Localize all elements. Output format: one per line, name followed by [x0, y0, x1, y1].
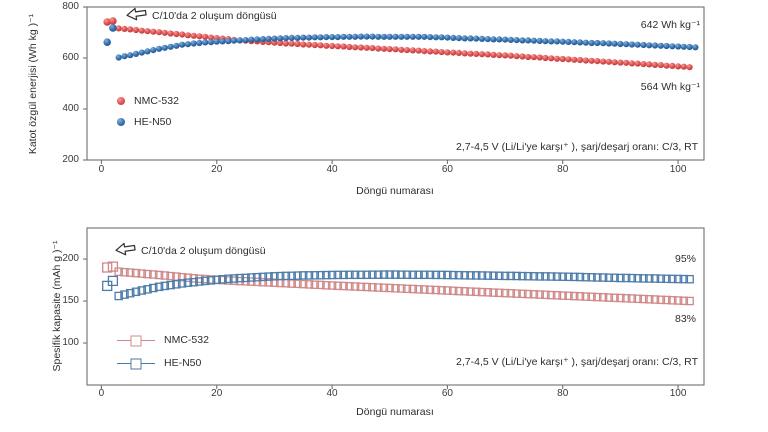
energy-y-axis-label: Katot özgül enerjisi (Wh kg )⁻¹	[27, 13, 39, 155]
energy-legend-item-he-n50: HE-N50	[117, 116, 171, 128]
he-n50-square-marker-icon	[117, 358, 155, 369]
energy-end-value-nmc-532: 564 Wh kg⁻¹	[640, 81, 700, 93]
energy-y-tick-label: 600	[62, 52, 79, 63]
capacity-retention-nmc-532: 83%	[674, 313, 696, 325]
capacity-x-tick-label: 0	[98, 388, 105, 399]
energy-plot-box	[86, 6, 705, 161]
capacity-y-tick-label: 150	[62, 295, 79, 307]
capacity-formation-annotation: C/10'da 2 oluşum döngüsü	[115, 242, 266, 259]
energy-y-tick-label: 200	[62, 154, 79, 165]
energy-conditions-annotation: 2,7-4,5 V (Li/Li'ye karşı⁺ ), şarj/deşar…	[456, 141, 698, 153]
energy-series-nmc-532	[103, 17, 693, 71]
energy-formation-text: C/10'da 2 oluşum döngüsü	[152, 9, 277, 22]
capacity-retention-he-n50: 95%	[674, 253, 696, 265]
energy-end-value-he-n50: 642 Wh kg⁻¹	[640, 19, 700, 31]
nmc-532-circle-marker-icon	[117, 97, 125, 105]
capacity-x-tick-label: 20	[211, 388, 223, 399]
capacity-conditions-annotation: 2,7-4,5 V (Li/Li'ye karşı⁺ ), şarj/deşar…	[456, 356, 698, 368]
energy-x-tick-label: 100	[669, 164, 687, 175]
energy-formation-annotation: C/10'da 2 oluşum döngüsü	[126, 7, 277, 24]
capacity-x-axis-label: Döngü numarası	[356, 406, 434, 418]
left-arrow-icon	[114, 241, 137, 261]
capacity-x-tick-label: 60	[441, 388, 453, 399]
capacity-x-tick-label: 100	[669, 388, 687, 399]
capacity-formation-text: C/10'da 2 oluşum döngüsü	[141, 244, 266, 257]
capacity-legend-item-nmc-532: NMC-532	[117, 334, 209, 346]
energy-y-tick-label: 400	[62, 103, 79, 114]
capacity-series-he-n50	[102, 270, 694, 301]
capacity-y-tick-label: 200	[62, 253, 79, 265]
left-arrow-icon	[125, 6, 148, 26]
capacity-x-tick-label: 80	[557, 388, 569, 399]
capacity-plot-box	[86, 227, 705, 386]
energy-x-tick-label: 0	[98, 164, 105, 175]
energy-legend-label-nmc-532: NMC-532	[134, 95, 179, 107]
capacity-legend-label-nmc-532: NMC-532	[164, 334, 209, 346]
he-n50-circle-marker-icon	[117, 118, 125, 126]
energy-legend-label-he-n50: HE-N50	[134, 116, 172, 128]
capacity-legend-item-he-n50: HE-N50	[117, 357, 201, 369]
capacity-x-tick-label: 40	[326, 388, 338, 399]
nmc-532-square-marker-icon	[117, 335, 155, 346]
energy-x-tick-label: 80	[557, 164, 569, 175]
energy-legend-item-nmc-532: NMC-532	[117, 95, 179, 107]
capacity-legend-label-he-n50: HE-N50	[164, 357, 202, 369]
energy-x-tick-label: 20	[211, 164, 223, 175]
energy-x-axis-label: Döngü numarası	[356, 185, 434, 197]
energy-x-tick-label: 40	[326, 164, 338, 175]
capacity-y-tick-label: 100	[62, 337, 79, 349]
energy-series-he-n50	[103, 24, 699, 61]
energy-x-tick-label: 60	[441, 164, 453, 175]
capacity-series-nmc-532	[102, 261, 694, 306]
energy-y-tick-label: 800	[62, 1, 79, 12]
